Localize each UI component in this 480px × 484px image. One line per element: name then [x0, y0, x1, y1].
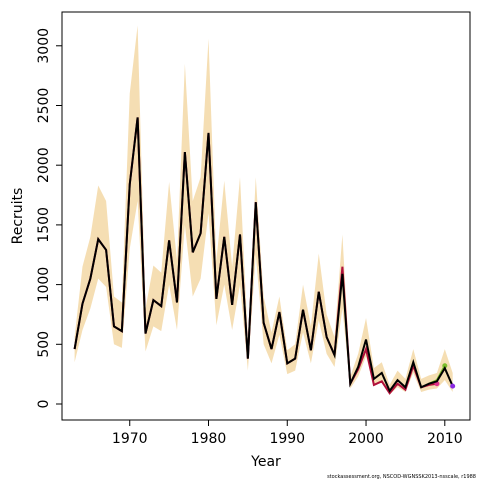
x-tick-label: 1990: [269, 431, 305, 447]
end-point: [450, 383, 456, 389]
confidence-band: [74, 25, 453, 395]
x-tick-label: 2000: [348, 431, 384, 447]
plot-frame: [61, 11, 471, 421]
x-axis-label: Year: [250, 454, 281, 470]
footnote: stockassessment.org, NSCOD-WGNSSK2013-ns…: [327, 474, 476, 480]
y-tick-label: 3000: [36, 28, 52, 64]
x-tick-label: 2010: [427, 431, 463, 447]
end-point: [442, 363, 448, 369]
y-tick-label: 2500: [36, 88, 52, 124]
x-tick-label: 1970: [112, 431, 148, 447]
series-line: [73, 117, 454, 393]
y-tick-label: 2000: [36, 147, 52, 183]
y-tick-label: 500: [36, 331, 52, 358]
y-tick-label: 1500: [36, 207, 52, 243]
y-tick-label: 1000: [36, 267, 52, 303]
y-tick-label: 0: [36, 400, 52, 409]
x-tick-label: 1980: [191, 431, 227, 447]
y-axis-label: Recruits: [10, 188, 26, 245]
